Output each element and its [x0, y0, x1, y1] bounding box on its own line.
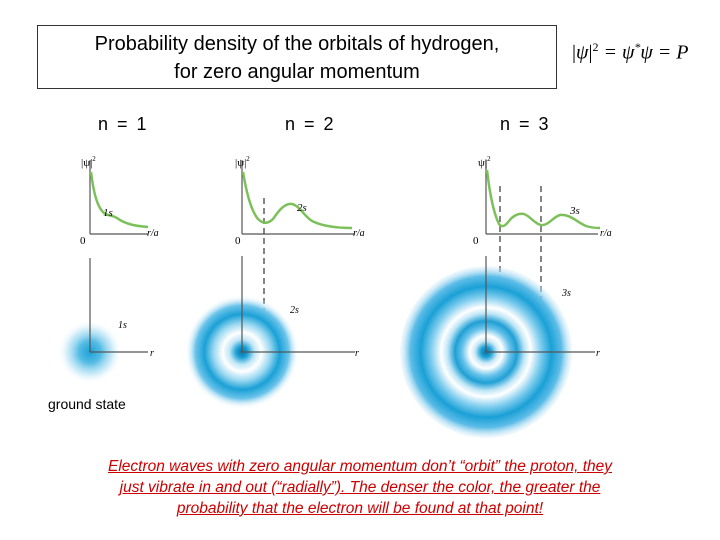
n2-radial-plot: |ψ|2 0 r/a 2s [235, 155, 365, 352]
n2-origin: 0 [235, 235, 241, 247]
n1-curve-label: 1s [103, 207, 113, 219]
formula-psi: ψ [576, 41, 589, 64]
n1-x-label: r/a [147, 228, 159, 239]
formula-exponent: 2 [592, 40, 599, 54]
n1-density-axis-label: r [150, 348, 154, 359]
n1-label: n = 1 [98, 114, 149, 134]
n2-y-label: |ψ|2 [235, 155, 250, 169]
n1-density-plot: 1s r [58, 258, 154, 384]
n3-label: n = 3 [500, 114, 551, 134]
n3-density-label: 3s [561, 288, 571, 299]
n2-curve-label: 2s [297, 202, 307, 214]
n2-x-label: r/a [353, 228, 365, 239]
probability-formula: |ψ|2 = ψ*ψ = P [572, 40, 689, 64]
n1-density-label: 1s [118, 320, 127, 331]
n2-density-plot: 2s r [185, 256, 359, 409]
n1-radial-plot: |ψ|2 0 r/a 1s [80, 155, 159, 247]
title-line-2: for zero angular momentum [174, 61, 420, 83]
caption-line-2: just vibrate in and out (“radially”). Th… [119, 479, 601, 496]
caption-line-3: probability that the electron will be fo… [176, 500, 544, 517]
n1-y-label: |ψ|2 [81, 155, 96, 169]
n2-label: n = 2 [285, 114, 336, 134]
caption-line-1: Electron waves with zero angular momentu… [108, 458, 612, 475]
n3-curve-label: 3s [569, 205, 580, 217]
n3-x-label: r/a [600, 228, 612, 239]
ground-state-label: ground state [48, 396, 126, 412]
n3-3s-curve [485, 169, 601, 230]
caption: Electron waves with zero angular momentu… [40, 456, 680, 519]
n2-2s-curve [241, 171, 353, 230]
n1-1s-curve [89, 171, 149, 229]
n2-density-label: 2s [290, 305, 299, 316]
formula-star: * [634, 40, 641, 54]
n3-density-axis-label: r [596, 348, 600, 359]
title-box: Probability density of the orbitals of h… [37, 25, 557, 89]
formula-middle: = ψ [598, 41, 635, 64]
n1-origin: 0 [80, 235, 86, 247]
n2-density-axis-label: r [355, 348, 359, 359]
n3-y-label: ψ|2 [478, 155, 491, 169]
n3-density-plot: 3s r [400, 256, 600, 438]
title-line-1: Probability density of the orbitals of h… [94, 33, 500, 55]
n3-origin: 0 [473, 235, 479, 247]
formula-rest: ψ = P [640, 41, 689, 64]
